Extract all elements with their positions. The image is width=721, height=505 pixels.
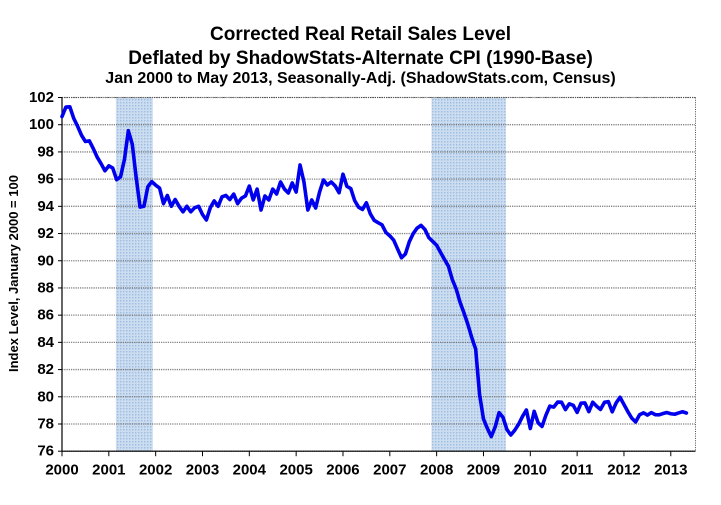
svg-text:98: 98 <box>37 143 54 160</box>
svg-text:2013: 2013 <box>654 462 687 479</box>
svg-text:2006: 2006 <box>326 462 359 479</box>
svg-text:2000: 2000 <box>45 462 78 479</box>
svg-text:2011: 2011 <box>561 462 594 479</box>
svg-text:2009: 2009 <box>467 462 500 479</box>
svg-text:80: 80 <box>37 388 54 405</box>
svg-text:84: 84 <box>37 334 54 351</box>
svg-text:2012: 2012 <box>607 462 640 479</box>
svg-text:82: 82 <box>37 361 54 378</box>
svg-text:88: 88 <box>37 279 54 296</box>
svg-text:76: 76 <box>37 443 54 460</box>
svg-text:94: 94 <box>37 198 54 215</box>
svg-text:100: 100 <box>29 116 54 133</box>
svg-text:86: 86 <box>37 307 54 324</box>
svg-text:102: 102 <box>29 89 54 106</box>
svg-text:96: 96 <box>37 171 54 188</box>
svg-text:90: 90 <box>37 252 54 269</box>
svg-text:2010: 2010 <box>514 462 547 479</box>
svg-text:2008: 2008 <box>420 462 453 479</box>
svg-text:2007: 2007 <box>373 462 406 479</box>
svg-text:2001: 2001 <box>92 462 125 479</box>
svg-text:2004: 2004 <box>233 462 267 479</box>
svg-text:2005: 2005 <box>279 462 312 479</box>
svg-text:78: 78 <box>37 415 54 432</box>
svg-text:2003: 2003 <box>186 462 219 479</box>
svg-text:2002: 2002 <box>139 462 172 479</box>
svg-text:92: 92 <box>37 225 54 242</box>
